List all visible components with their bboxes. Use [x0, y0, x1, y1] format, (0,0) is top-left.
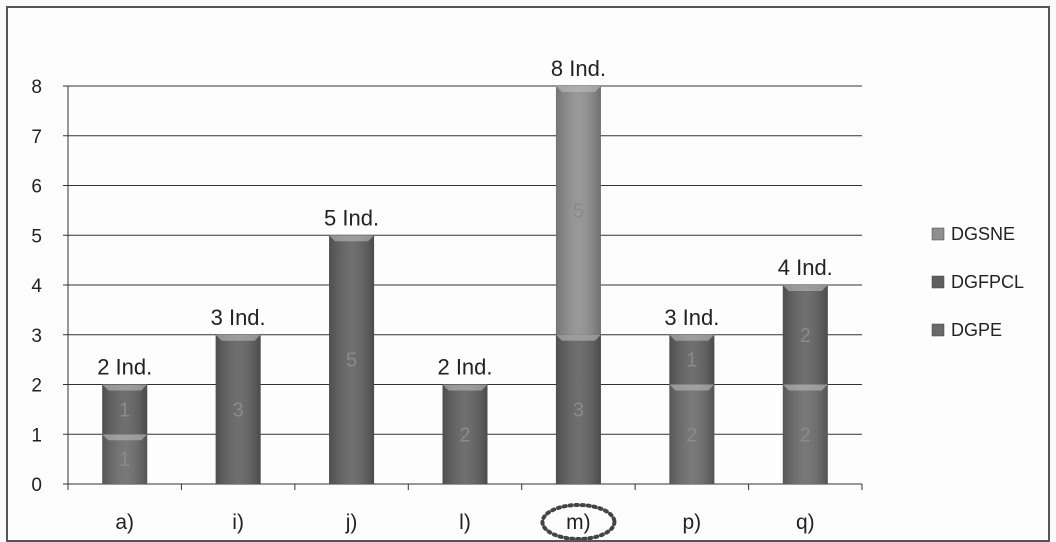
- bar-total-label: 3 Ind.: [211, 305, 266, 330]
- bar-total-label: 2 Ind.: [437, 355, 492, 380]
- segment-value-label: 2: [800, 325, 811, 347]
- highlight-ellipse: [540, 503, 617, 540]
- segment-value-label: 2: [800, 424, 811, 446]
- x-category-label: a): [115, 511, 134, 534]
- bar-segment-bevel: [442, 384, 488, 391]
- bar-segment-shading: [669, 334, 715, 385]
- segment-value-label: 1: [119, 399, 130, 421]
- bar-segment-shading: [555, 86, 601, 335]
- chart-frame: [6, 6, 1050, 542]
- y-tick-label: 6: [31, 177, 42, 198]
- axes: 0 1 2 3 4 5 6 7 8 a) i) j) l) m) p) q): [31, 77, 863, 540]
- bar-segment-bevel: [782, 384, 828, 391]
- x-category-label: q): [796, 511, 815, 534]
- y-tick-label: 4: [31, 276, 42, 297]
- y-tick-label: 3: [31, 326, 42, 347]
- segment-value-label: 1: [686, 350, 697, 372]
- segment-value-label: 3: [233, 399, 244, 421]
- legend-label: DGSNE: [951, 224, 1015, 244]
- bar-total-label: 2 Ind.: [97, 355, 152, 380]
- y-tick-label: 5: [31, 226, 42, 247]
- bar-segment-shading: [102, 434, 148, 484]
- x-category-label: p): [683, 511, 702, 534]
- segment-value-label: 1: [119, 449, 130, 471]
- y-tick-label: 1: [31, 425, 42, 446]
- bar-segment-shading: [782, 285, 828, 385]
- bar-total-label: 5 Ind.: [324, 205, 379, 230]
- bar-segment-shading: [669, 384, 715, 484]
- bar-segment-bevel: [215, 334, 261, 341]
- x-category-label: i): [232, 511, 244, 534]
- bar-total-label: 4 Ind.: [778, 255, 833, 280]
- y-tick-label: 0: [31, 475, 42, 496]
- bar-segment-bevel: [555, 334, 601, 341]
- bar-segment-shading: [329, 235, 375, 484]
- y-tick-label: 8: [31, 77, 42, 98]
- legend-swatch: [931, 227, 945, 241]
- bar-segment-shading: [555, 334, 601, 484]
- legend-label: DGPE: [951, 320, 1002, 340]
- legend-swatch: [931, 323, 945, 337]
- segment-value-label: 2: [686, 424, 697, 446]
- bar-total-label: 3 Ind.: [664, 305, 719, 330]
- segment-value-label: 5: [573, 200, 584, 222]
- segment-value-label: 2: [459, 424, 470, 446]
- bar-total-label: 8 Ind.: [551, 56, 606, 81]
- bar-segment-bevel: [102, 384, 148, 391]
- bar-segment-bevel: [329, 235, 375, 242]
- legend-swatch: [931, 275, 945, 289]
- x-category-label: m): [566, 511, 591, 534]
- x-category-label: l): [459, 511, 471, 534]
- bars: 1 1 2 Ind. 3 3 Ind. 5 5 Ind. 2 2 Ind. 3 5 8 Ind. 2 1 3…: [97, 56, 833, 484]
- segment-value-label: 5: [346, 350, 357, 372]
- x-category-label: j): [345, 511, 358, 534]
- y-tick-label: 7: [31, 127, 42, 148]
- bar-segment-bevel: [782, 285, 828, 291]
- legend-label: DGFPCL: [951, 272, 1024, 292]
- bar-segment-shading: [102, 384, 148, 435]
- bar-segment-shading: [442, 384, 488, 484]
- bar-segment-bevel: [669, 334, 715, 341]
- bar-segment-shading: [782, 384, 828, 484]
- bar-segment-bevel: [555, 86, 601, 92]
- segment-value-label: 3: [573, 399, 584, 421]
- y-tick-label: 2: [31, 376, 42, 397]
- gridlines: [68, 85, 862, 485]
- bar-segment-bevel: [669, 384, 715, 391]
- legend: DGSNE DGFPCL DGPE: [931, 224, 1024, 340]
- bar-segment-bevel: [102, 434, 148, 441]
- bar-segment-shading: [215, 334, 261, 484]
